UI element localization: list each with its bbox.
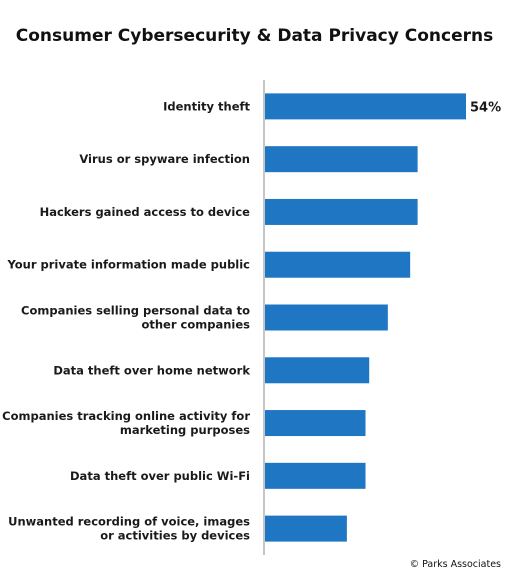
bar (265, 251, 411, 278)
bar (265, 198, 418, 225)
bar (265, 462, 366, 489)
category-label: Data theft over public Wi-Fi (70, 469, 250, 483)
bar (265, 146, 418, 173)
category-label: Data theft over home network (53, 363, 250, 377)
bar (265, 410, 366, 437)
bar (265, 357, 370, 384)
bar (265, 304, 388, 331)
category-label: Unwanted recording of voice, images or ac… (8, 515, 250, 543)
category-label: Your private information made public (6, 258, 250, 272)
chart-title: Consumer Cybersecurity & Data Privacy Co… (15, 26, 494, 46)
category-label: Companies selling personal data to other … (21, 304, 250, 332)
category-label: Virus or spyware infection (79, 152, 250, 166)
bar (265, 93, 466, 120)
category-label: Identity theft (163, 99, 250, 113)
category-label: Hackers gained access to device (40, 205, 251, 219)
category-label: Companies tracking online activity for ma… (2, 409, 250, 437)
bar (265, 515, 347, 542)
data-label: 54% (470, 100, 501, 115)
copyright-notice: © Parks Associates (409, 559, 501, 570)
